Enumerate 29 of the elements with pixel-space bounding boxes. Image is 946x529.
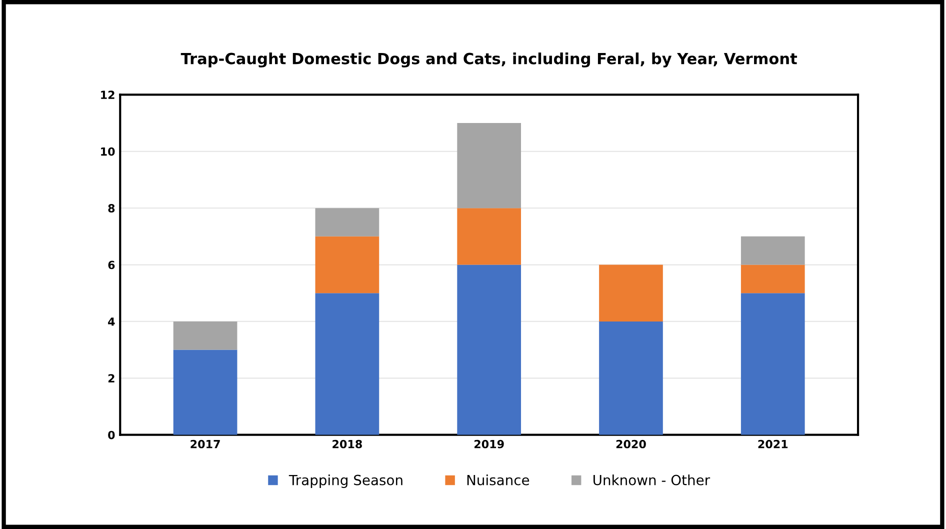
x-tick-label: 2021	[758, 440, 788, 448]
y-tick-label: 4	[108, 318, 115, 326]
y-tick-label: 0	[108, 430, 115, 440]
y-tick-label: 10	[101, 147, 115, 156]
legend-label: Nuisance	[467, 474, 530, 486]
bar	[173, 350, 238, 435]
bar	[740, 236, 805, 265]
y-tick-label: 12	[101, 90, 114, 99]
x-tick-label: 2018	[332, 440, 362, 448]
x-tick-label: 2020	[616, 440, 646, 448]
y-tick-label: 8	[108, 204, 115, 212]
bar	[599, 321, 663, 435]
y-tick-label: 2	[108, 374, 114, 382]
bar	[740, 264, 805, 294]
bar	[740, 293, 805, 435]
bar	[173, 321, 238, 350]
bar	[599, 264, 663, 322]
bar	[315, 208, 380, 236]
x-tick-label: 2019	[474, 440, 504, 448]
x-tick-label: 2017	[190, 440, 220, 448]
bar	[315, 293, 380, 435]
chart-title: Trap-Caught Domestic Dogs and Cats, including Feral, by Year, Vermont	[180, 52, 798, 68]
bar	[457, 264, 522, 435]
y-tick-label: 6	[108, 260, 115, 270]
legend-label: Trapping Season	[288, 474, 402, 488]
legend-label: Unknown - Other	[594, 474, 710, 486]
bar	[457, 208, 522, 265]
bar	[457, 123, 522, 208]
bar	[315, 236, 380, 294]
